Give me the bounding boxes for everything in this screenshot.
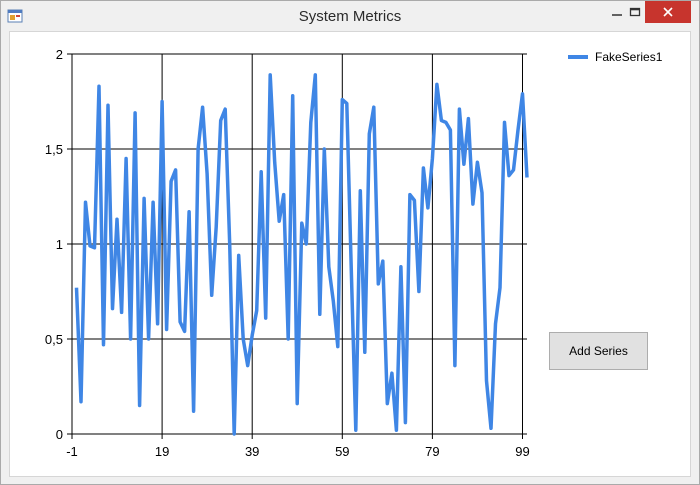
- y-tick-label: 1: [56, 237, 63, 252]
- x-tick-label: 39: [245, 444, 259, 459]
- maximize-button[interactable]: [619, 1, 651, 23]
- close-icon: [663, 7, 673, 17]
- x-tick-label: -1: [66, 444, 78, 459]
- y-tick-label: 1,5: [45, 142, 63, 157]
- close-button[interactable]: [645, 1, 691, 23]
- x-tick-label: 19: [155, 444, 169, 459]
- x-tick-label: 99: [515, 444, 529, 459]
- y-tick-label: 0: [56, 427, 63, 442]
- add-series-button[interactable]: Add Series: [549, 332, 648, 370]
- chart-legend: FakeSeries1: [568, 49, 662, 65]
- minimize-button[interactable]: [601, 1, 633, 23]
- y-tick-label: 0,5: [45, 332, 63, 347]
- x-tick-label: 79: [425, 444, 439, 459]
- legend-label: FakeSeries1: [595, 50, 663, 64]
- x-tick-label: 59: [335, 444, 349, 459]
- app-icon[interactable]: [7, 9, 23, 23]
- title-bar[interactable]: System Metrics: [1, 1, 699, 31]
- y-tick-label: 2: [56, 47, 63, 62]
- minimize-icon: [612, 14, 622, 16]
- maximize-icon: [629, 7, 641, 17]
- series-line: [74, 73, 529, 436]
- legend-swatch: [568, 55, 588, 59]
- window-title: System Metrics: [298, 8, 402, 25]
